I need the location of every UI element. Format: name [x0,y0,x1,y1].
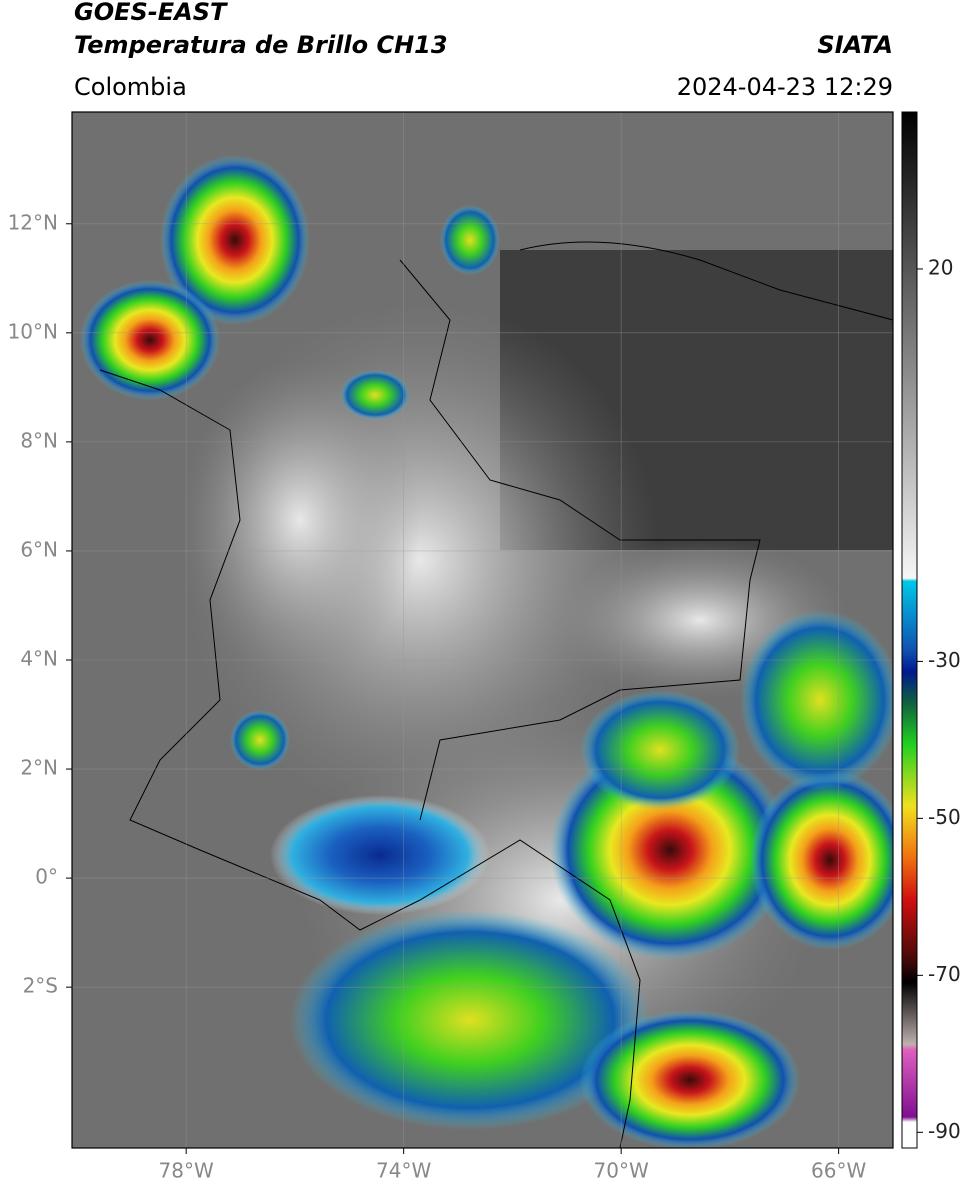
x-tick-label: 70°W [594,1159,649,1183]
x-tick-label: 78°W [159,1159,214,1183]
coastline [519,241,893,321]
storm [340,370,410,420]
cold-cloud [270,795,490,915]
y-tick-label: 12°N [8,210,58,234]
y-tick-label: 8°N [20,428,58,452]
colorbar-tick-label: -90 [928,1119,961,1143]
datetime: 2024-04-23 12:29 [677,73,893,101]
storm [160,155,310,325]
x-tick-label: 74°W [376,1159,431,1183]
grid [72,112,893,1148]
storm [230,710,290,770]
y-tick-label: 10°N [8,319,58,343]
source: SIATA [817,31,893,59]
storm [750,770,893,950]
region: Colombia [74,73,187,101]
map-frame [71,111,894,1149]
y-tick-label: 2°N [20,756,58,780]
y-tick-label: 6°N [20,537,58,561]
storm [290,910,650,1130]
y-tick-label: 0° [35,865,58,889]
satellite-image [72,112,893,1148]
storm [80,280,220,400]
colorbar-tick-label: 20 [928,255,953,279]
x-tick-label: 66°W [811,1159,866,1183]
subtitle: Temperatura de Brillo CH13 [74,31,448,59]
colorbar-tick-label: -50 [928,805,961,829]
storm [440,205,500,275]
y-tick-label: 4°N [20,646,58,670]
storm [580,1010,800,1148]
storm [740,610,893,790]
title: GOES-EAST [74,0,228,26]
border [99,369,641,1148]
colorbar-tick-label: -30 [928,648,961,672]
colorbar [901,111,918,1149]
storm [580,690,740,810]
cloud [180,360,420,680]
colorbar-tick-label: -70 [928,962,961,986]
y-tick-label: 2°S [23,974,58,998]
border [399,259,761,821]
